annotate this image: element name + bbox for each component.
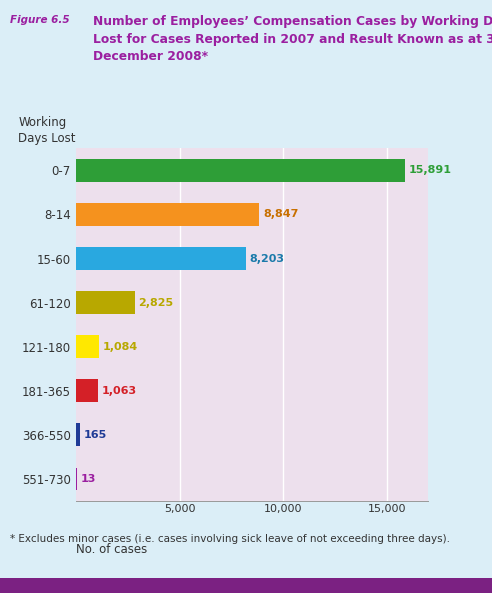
- Text: No. of cases: No. of cases: [76, 543, 148, 556]
- Text: Figure 6.5: Figure 6.5: [10, 15, 69, 25]
- Bar: [76, 335, 99, 358]
- Text: December 2008*: December 2008*: [93, 50, 209, 63]
- Bar: [76, 291, 135, 314]
- Text: Working
Days Lost: Working Days Lost: [18, 116, 76, 145]
- Text: 1,063: 1,063: [102, 386, 137, 396]
- Text: Number of Employees’ Compensation Cases by Working Days: Number of Employees’ Compensation Cases …: [93, 15, 492, 28]
- Bar: [76, 247, 246, 270]
- Text: 2,825: 2,825: [138, 298, 174, 308]
- Text: 1,084: 1,084: [102, 342, 138, 352]
- Bar: [76, 423, 80, 447]
- Text: 13: 13: [80, 474, 95, 484]
- Bar: [76, 159, 405, 182]
- Text: 8,847: 8,847: [263, 209, 299, 219]
- Text: 165: 165: [84, 430, 107, 440]
- Bar: [76, 380, 98, 402]
- Text: 15,891: 15,891: [409, 165, 452, 176]
- Text: 8,203: 8,203: [250, 254, 285, 263]
- Bar: [76, 203, 259, 226]
- Text: Lost for Cases Reported in 2007 and Result Known as at 31: Lost for Cases Reported in 2007 and Resu…: [93, 33, 492, 46]
- Text: * Excludes minor cases (i.e. cases involving sick leave of not exceeding three d: * Excludes minor cases (i.e. cases invol…: [10, 534, 450, 544]
